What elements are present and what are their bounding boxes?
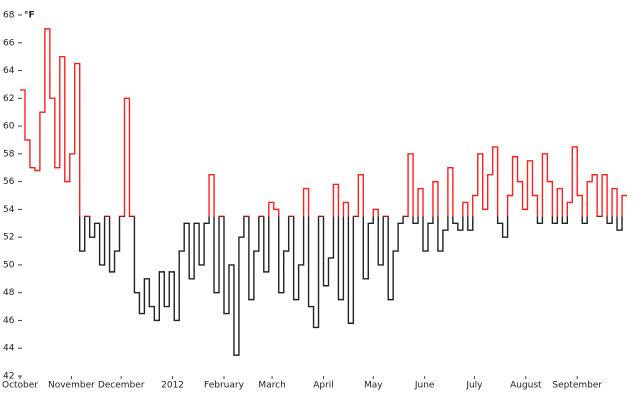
- x-tick-label: March: [258, 381, 285, 391]
- y-tick-label: 46: [3, 316, 15, 326]
- y-tick-label: 54: [3, 205, 15, 215]
- x-tick-label: December: [98, 381, 145, 391]
- x-tick-label: November: [48, 381, 95, 391]
- x-tick-label: October: [2, 381, 38, 391]
- y-tick-label: 62: [3, 94, 14, 104]
- y-tick-label: 42: [3, 372, 14, 382]
- x-tick-label: June: [414, 381, 435, 391]
- y-tick-label: 60: [3, 122, 15, 132]
- y-unit: °F: [24, 11, 35, 21]
- y-tick-label: 44: [3, 344, 15, 354]
- x-tick-label: July: [465, 381, 483, 391]
- x-tick-label: September: [552, 381, 602, 391]
- y-tick-label: 58: [3, 149, 15, 159]
- y-tick-label: 52: [3, 233, 14, 243]
- y-tick-label: 56: [3, 177, 15, 187]
- y-tick-label: 64: [3, 66, 15, 76]
- x-tick-label: February: [204, 381, 245, 391]
- y-tick-label: 68: [3, 11, 15, 21]
- y-tick-label: 48: [3, 288, 15, 298]
- temperature-line: [20, 28, 627, 356]
- x-tick-label: August: [510, 381, 542, 391]
- y-tick-label: 50: [3, 260, 15, 270]
- x-tick-label: April: [313, 381, 334, 391]
- y-tick-label: 66: [3, 38, 15, 48]
- x-tick-label: May: [364, 381, 383, 391]
- x-tick-label: 2012: [161, 381, 184, 391]
